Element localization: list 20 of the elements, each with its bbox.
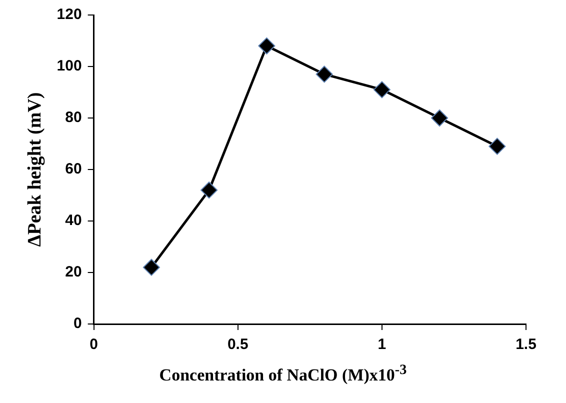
y-tick-label: 60 bbox=[65, 160, 82, 178]
y-tick-label: 120 bbox=[56, 6, 82, 24]
x-axis-title: Concentration of NaClO (M)x10$^{-3}$ bbox=[158, 362, 408, 386]
y-tick-label: 80 bbox=[65, 109, 82, 126]
x-tick-label: 1 bbox=[378, 336, 386, 354]
y-tick-label: 40 bbox=[65, 212, 82, 230]
x-tick-label: 1.5 bbox=[516, 336, 536, 354]
y-tick-label: 20 bbox=[65, 264, 82, 281]
point bbox=[142, 258, 160, 276]
point bbox=[200, 182, 218, 199]
point bbox=[431, 110, 448, 126]
point bbox=[488, 138, 506, 155]
x-tick-label: 0 bbox=[90, 336, 98, 354]
point bbox=[373, 81, 390, 98]
point bbox=[316, 66, 333, 83]
y-tick-label: 0 bbox=[73, 315, 82, 332]
x-tick-label: 0.5 bbox=[227, 336, 248, 354]
y-axis-title: ΔPeak height (mV) bbox=[24, 92, 46, 247]
point bbox=[258, 37, 276, 54]
y-tick-label: 100 bbox=[56, 58, 82, 75]
